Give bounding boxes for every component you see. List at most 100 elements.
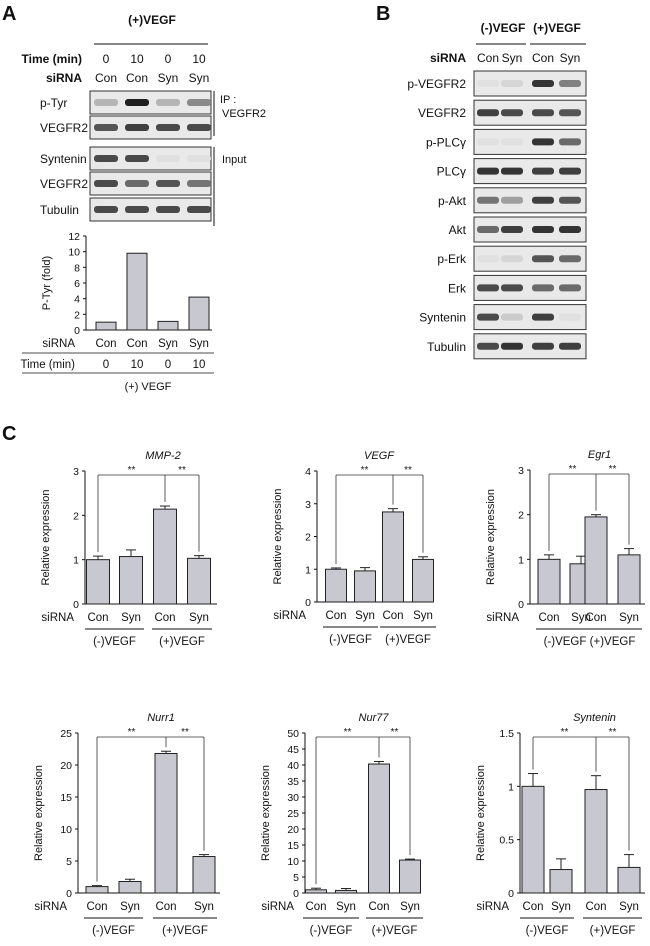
ip-label-1: IP : xyxy=(220,94,236,106)
blot-label: Erk xyxy=(448,281,467,295)
blot-band xyxy=(94,124,118,131)
y-tick-label: 0 xyxy=(66,888,72,900)
blot-band xyxy=(156,99,180,106)
vegf-chart: VEGF Relative expression 0 1 2 3 4 ** ** siRNA Con… xyxy=(272,450,436,646)
blot-band xyxy=(532,138,554,146)
time-label: 10 xyxy=(131,359,144,371)
sirna-row-label: siRNA xyxy=(476,901,509,913)
blot-label: Tubulin xyxy=(427,340,466,354)
bar xyxy=(305,889,327,894)
x-tick-label: Syn xyxy=(571,612,591,624)
blot-label: Akt xyxy=(449,223,467,237)
bar xyxy=(584,789,608,894)
blot-band xyxy=(501,167,523,175)
panel-c: C MMP-2 Relative expression 0 1 2 3 ** ** siRNA C… xyxy=(2,423,645,937)
y-tick-label: 1.5 xyxy=(499,728,514,740)
bar xyxy=(325,568,347,603)
significance-mark: ** xyxy=(609,464,617,475)
significance-mark: ** xyxy=(128,465,136,476)
x-tick-label: Syn xyxy=(120,901,140,913)
significance-mark: ** xyxy=(344,727,352,738)
blot-label: p-VEGFR2 xyxy=(407,77,466,91)
blot-label: Tubulin xyxy=(40,203,79,217)
y-axis-label: Relative expression xyxy=(475,765,487,861)
x-tick-label: Syn xyxy=(619,612,639,624)
y-tick-label: 3 xyxy=(518,465,524,477)
blot-band xyxy=(559,196,581,204)
x-tick-label: Con xyxy=(325,610,346,622)
significance-mark: ** xyxy=(609,727,617,738)
y-tick-label: 1 xyxy=(73,555,79,567)
mmp2-chart: MMP-2 Relative expression 0 1 2 3 ** ** siRNA Con… xyxy=(40,450,217,648)
sirna-row-label: siRNA xyxy=(46,71,82,85)
blot-band xyxy=(477,342,499,350)
group-label: (+)VEGF xyxy=(590,925,636,937)
sirna-label: Con xyxy=(95,71,117,85)
y-tick-label: 15 xyxy=(287,840,299,852)
blot-band xyxy=(501,109,523,117)
blot-band xyxy=(501,196,523,204)
x-tick-label: Con xyxy=(154,612,175,624)
y-tick-label: 3 xyxy=(305,499,311,511)
bar xyxy=(95,321,117,331)
sirna-label: Syn xyxy=(560,51,581,65)
bar xyxy=(354,570,376,603)
y-axis-label: Relative expression xyxy=(260,765,272,861)
y-tick-label: 45 xyxy=(287,744,299,756)
y-tick-label: 10 xyxy=(68,247,80,259)
bar xyxy=(549,869,573,894)
blot-label: PLCγ xyxy=(437,165,466,179)
y-tick-label: 40 xyxy=(287,760,299,772)
significance-mark: ** xyxy=(181,727,189,738)
blot-band xyxy=(477,196,499,204)
blot-band xyxy=(156,206,180,213)
blot-stack-b: p-VEGFR2 VEGFR2 p-PLCγ PLCγ p-Akt Akt p-Erk Erk… xyxy=(407,70,587,360)
group-neg-label: (-)VEGF xyxy=(481,21,526,35)
bar xyxy=(399,859,421,894)
bar xyxy=(187,557,211,605)
sirna-label: Con xyxy=(126,71,148,85)
syntenin-chart: Syntenin Relative expression 0 0.5 1 1.5 ** ** s… xyxy=(475,712,645,937)
significance-mark: ** xyxy=(404,465,412,476)
ptyr-footer-treatment: (+) VEGF xyxy=(125,381,172,393)
input-label: Input xyxy=(222,154,246,166)
chart-title: Syntenin xyxy=(573,712,616,724)
blot-band xyxy=(477,284,499,292)
blot-band xyxy=(125,180,149,187)
x-tick-label: Con xyxy=(585,612,606,624)
x-tick-label: Syn xyxy=(158,338,178,350)
x-tick-label: Syn xyxy=(355,610,375,622)
blot-band xyxy=(477,138,499,146)
bar xyxy=(118,880,142,894)
x-tick-label: Con xyxy=(368,901,389,913)
y-tick-label: 20 xyxy=(287,824,299,836)
y-tick-label: 2 xyxy=(518,510,524,522)
chart-title: Nurr1 xyxy=(147,712,175,724)
time-row-label: Time (min) xyxy=(20,359,75,371)
group-label: (-)VEGF xyxy=(526,925,569,937)
blot-band xyxy=(187,206,211,213)
significance-mark: ** xyxy=(561,727,569,738)
bar xyxy=(126,252,148,331)
panel-c-letter: C xyxy=(2,423,16,445)
y-tick-label: 0 xyxy=(508,888,514,900)
bar xyxy=(157,320,179,331)
ptyr-chart: P-Tyr (fold) 0 2 4 6 8 10 12 siRNA Con Con Syn Syn Ti… xyxy=(20,231,214,374)
ip-label-2: VEGFR2 xyxy=(222,108,266,120)
bar xyxy=(617,554,641,605)
x-tick-label: Con xyxy=(86,901,107,913)
sirna-row-label: siRNA xyxy=(273,610,306,622)
bar xyxy=(188,296,210,331)
time-label: 10 xyxy=(193,359,206,371)
bar xyxy=(85,886,109,894)
x-tick-label: Con xyxy=(87,612,108,624)
bar xyxy=(192,856,216,894)
x-tick-label: Syn xyxy=(413,610,433,622)
sirna-row-label: siRNA xyxy=(41,612,74,624)
sirna-label: Syn xyxy=(189,71,210,85)
y-tick-label: 5 xyxy=(293,872,299,884)
blot-label: Syntenin xyxy=(40,152,87,166)
group-label: (+)VEGF xyxy=(159,636,205,648)
y-tick-label: 0 xyxy=(293,888,299,900)
y-tick-label: 25 xyxy=(287,808,299,820)
